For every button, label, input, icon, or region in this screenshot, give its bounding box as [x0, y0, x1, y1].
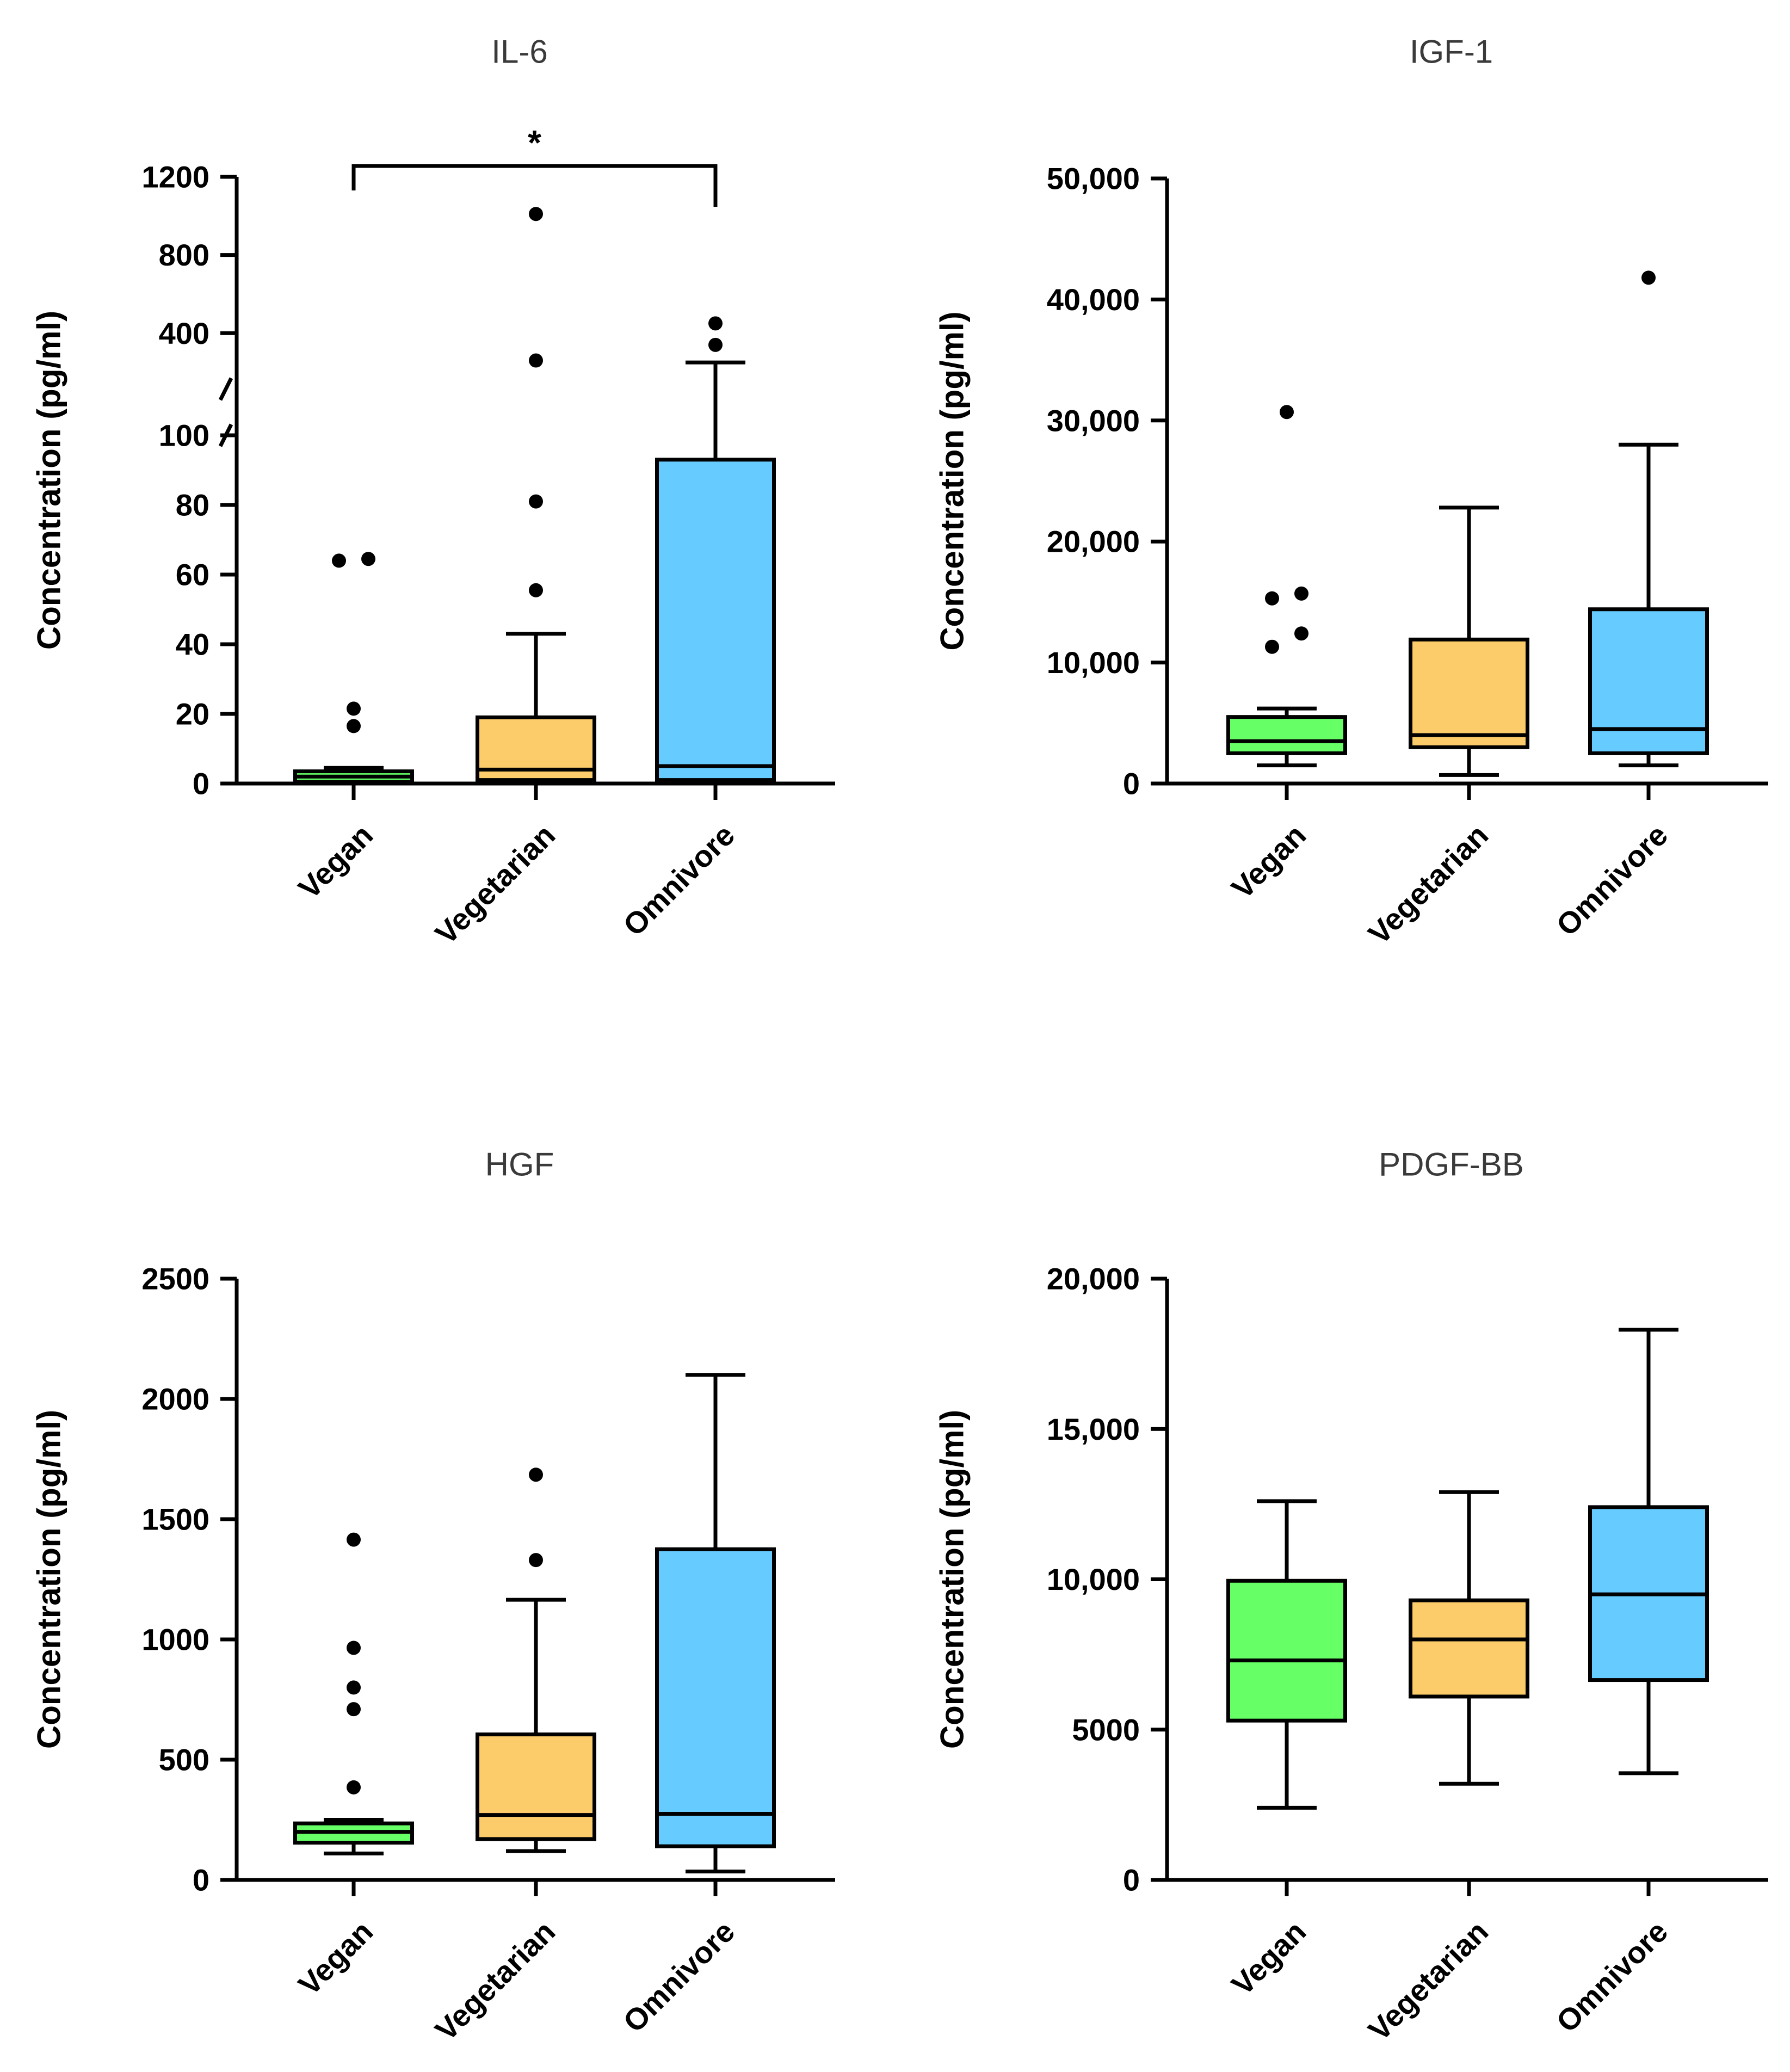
y-tick-label: 20,000: [1047, 525, 1140, 559]
y-axis-label: Concentration (pg/ml): [31, 1410, 67, 1749]
outlier-point: [529, 353, 543, 368]
iqr-box: [1226, 715, 1347, 755]
y-tick-label: 1200: [141, 160, 209, 194]
iqr-box: [1588, 607, 1709, 755]
iqr-box: [655, 458, 776, 782]
outlier-point: [347, 1641, 361, 1655]
y-tick-label: 1500: [141, 1502, 209, 1537]
outlier-point: [529, 1467, 543, 1482]
iqr-box: [1226, 1578, 1347, 1723]
y-tick-label: 10,000: [1047, 645, 1140, 680]
x-tick-label: Omnivore: [1550, 1914, 1674, 2039]
x-tick-label: Vegan: [292, 818, 379, 905]
iqr-box: [1409, 1598, 1529, 1699]
outlier-point: [332, 553, 346, 568]
outlier-point: [708, 316, 723, 331]
y-tick-label: 20: [176, 697, 209, 731]
box-vegetarian: [476, 1467, 596, 1853]
y-tick-label: 2500: [141, 1262, 209, 1296]
outlier-point: [1280, 405, 1294, 420]
y-tick-label: 60: [176, 558, 209, 592]
iqr-box: [476, 1732, 596, 1841]
iqr-box: [655, 1547, 776, 1848]
outlier-point: [347, 701, 361, 716]
box-vegan: [1226, 1499, 1347, 1810]
y-tick-label: 50,000: [1047, 162, 1140, 196]
box-omnivore: [1588, 270, 1709, 768]
y-axis-label: Concentration (pg/ml): [934, 311, 971, 650]
iqr-box: [1409, 637, 1529, 749]
x-tick-label: Vegetarian: [1361, 818, 1495, 951]
outlier-point: [1265, 639, 1279, 654]
y-tick-label: 0: [193, 767, 209, 801]
box-vegan: [293, 1532, 414, 1855]
box-omnivore: [1588, 1328, 1709, 1775]
y-axis-label: Concentration (pg/ml): [934, 1410, 971, 1749]
outlier-point: [347, 1702, 361, 1717]
significance-label: *: [528, 123, 541, 162]
outlier-point: [529, 494, 543, 509]
y-tick-label: 500: [159, 1743, 209, 1777]
y-axis-label: Concentration (pg/ml): [31, 311, 67, 650]
outlier-point: [347, 1680, 361, 1695]
outlier-point: [529, 207, 543, 221]
panel-title: PDGF-BB: [1379, 1146, 1524, 1183]
outlier-point: [529, 1553, 543, 1568]
outlier-point: [347, 1532, 361, 1547]
x-tick-label: Vegan: [1225, 1914, 1312, 2002]
outlier-point: [347, 1780, 361, 1794]
panel-title: IL-6: [491, 34, 547, 70]
box-vegan: [1226, 405, 1347, 768]
panel-hgf: HGF Concentration (pg/ml) 0 500 1000 1500 2000…: [31, 1146, 835, 2048]
y-tick-label: 400: [159, 316, 209, 350]
outlier-point: [529, 583, 543, 597]
x-tick-label: Omnivore: [616, 1914, 741, 2039]
outlier-point: [1265, 591, 1279, 606]
box-vegetarian: [1409, 505, 1529, 777]
y-tick-label: 15,000: [1047, 1412, 1140, 1446]
axis-break-mark: [218, 377, 233, 401]
box-vegetarian: [476, 207, 596, 784]
y-tick-label: 80: [176, 488, 209, 522]
outlier-point: [1294, 586, 1308, 601]
panel-title: HGF: [485, 1146, 554, 1183]
x-tick-label: Vegetarian: [428, 1914, 561, 2048]
box-omnivore: [655, 1373, 776, 1874]
box-vegetarian: [1409, 1490, 1529, 1786]
panel-pdgf-bb: PDGF-BB Concentration (pg/ml) 0 5000 10,000 1…: [934, 1146, 1768, 2048]
outlier-point: [361, 552, 375, 566]
y-tick-label: 5000: [1072, 1712, 1140, 1747]
x-tick-label: Omnivore: [616, 818, 741, 942]
panel-igf-1: IGF-1 Concentration (pg/ml) 0 10,000 20,000 3…: [934, 34, 1768, 951]
panel-title: IGF-1: [1410, 34, 1493, 70]
y-tick-label: 40: [176, 627, 209, 662]
box-vegan: [293, 552, 414, 786]
outlier-point: [708, 337, 723, 352]
significance-bracket: [351, 164, 718, 207]
outlier-point: [1294, 626, 1308, 641]
y-tick-label: 800: [159, 238, 209, 272]
y-tick-label: 30,000: [1047, 403, 1140, 437]
y-tick-label: 0: [1123, 1863, 1140, 1897]
y-tick-label: 2000: [141, 1382, 209, 1416]
x-tick-label: Vegan: [1225, 818, 1312, 905]
y-tick-label: 20,000: [1047, 1262, 1140, 1296]
x-tick-label: Vegan: [292, 1914, 379, 2002]
outlier-point: [347, 719, 361, 733]
x-tick-label: Omnivore: [1550, 818, 1674, 942]
panel-il-6: IL-6 Concentration (pg/ml) 0 20 40 60 80 100 400…: [31, 34, 835, 951]
y-tick-label: 40,000: [1047, 282, 1140, 317]
x-tick-label: Vegetarian: [1361, 1914, 1495, 2048]
y-tick-label: 0: [193, 1863, 209, 1897]
box-omnivore: [655, 316, 776, 784]
y-tick-label: 10,000: [1047, 1562, 1140, 1596]
outlier-point: [1641, 270, 1656, 285]
y-tick-label: 1000: [141, 1623, 209, 1657]
x-tick-label: Vegetarian: [428, 818, 561, 951]
y-tick-label: 100: [159, 418, 209, 453]
y-tick-label: 0: [1123, 767, 1140, 801]
